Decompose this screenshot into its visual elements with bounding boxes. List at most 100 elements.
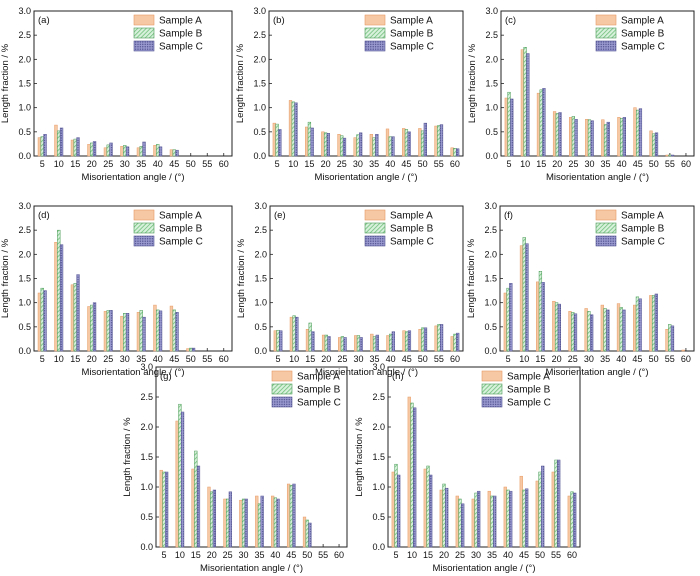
- bar-sample-a: [337, 134, 341, 157]
- bar-sample-c: [125, 146, 130, 157]
- bar-sample-b: [307, 121, 312, 157]
- bar-sample-b: [305, 519, 309, 548]
- bar-sample-c: [342, 137, 347, 157]
- legend-swatch-sample-a: [595, 209, 617, 221]
- bar-sample-a: [255, 495, 259, 548]
- bar-sample-a: [37, 137, 42, 157]
- y-tick-label: 2.0: [253, 54, 266, 64]
- bar-sample-b: [587, 311, 591, 352]
- bar-sample-b: [389, 333, 393, 352]
- x-tick-label: 25: [103, 354, 113, 364]
- x-tick-label: 10: [288, 159, 298, 169]
- x-tick-label: 20: [321, 159, 331, 169]
- bar-sample-b: [404, 129, 409, 157]
- bar-sample-a: [186, 348, 190, 352]
- bar-sample-c: [439, 324, 444, 352]
- bar-sample-b: [57, 229, 61, 352]
- legend-label: Sample A: [390, 16, 433, 27]
- legend-swatch-sample-a: [481, 370, 503, 382]
- bar-sample-a: [273, 330, 277, 352]
- x-tick-label: 25: [337, 354, 347, 364]
- x-tick-label: 35: [600, 354, 610, 364]
- x-tick-label: 5: [507, 159, 512, 169]
- x-tick-label: 25: [455, 550, 465, 560]
- bar-sample-a: [584, 308, 588, 352]
- bar-sample-c: [573, 492, 577, 548]
- y-tick-label: 0.0: [485, 151, 498, 161]
- x-tick-label: 45: [169, 354, 179, 364]
- bar-sample-c: [59, 127, 64, 157]
- bar-sample-a: [136, 312, 141, 352]
- bar-sample-b: [555, 113, 559, 157]
- bar-sample-b: [405, 331, 409, 352]
- bar-sample-c: [525, 488, 529, 548]
- x-tick-label: 40: [385, 159, 395, 169]
- y-axis-title: Length fraction / %: [0, 238, 11, 318]
- bar-sample-b: [194, 450, 198, 548]
- bar-sample-a: [535, 480, 539, 548]
- x-tick-label: 15: [70, 354, 80, 364]
- panel-letter: (f): [504, 210, 513, 221]
- bar-sample-b: [106, 310, 110, 352]
- y-tick-label: 3.0: [254, 201, 267, 211]
- bar-sample-a: [302, 516, 307, 548]
- bar-sample-a: [191, 468, 195, 548]
- y-tick-label: 0.0: [140, 542, 153, 552]
- y-tick-label: 1.5: [253, 79, 266, 89]
- x-tick-label: 20: [87, 159, 97, 169]
- legend-label: Sample C: [159, 237, 203, 248]
- x-tick-label: 20: [552, 354, 562, 364]
- panel-letter: (e): [274, 210, 286, 221]
- bar-sample-c: [590, 314, 594, 352]
- bar-sample-a: [600, 304, 604, 352]
- legend-label: Sample C: [507, 398, 551, 409]
- chart-panel: 0.0 0.5 1.0 1.5 2.0 2.5 3.0 5 10 15 20 25 30 35 40 45 50…: [236, 201, 464, 378]
- x-tick-label: 10: [519, 354, 529, 364]
- y-tick-label: 2.5: [140, 392, 153, 402]
- bar-sample-c: [391, 136, 395, 157]
- y-tick-label: 2.5: [484, 225, 497, 235]
- bar-sample-a: [551, 471, 555, 548]
- x-tick-label: 15: [305, 354, 315, 364]
- x-tick-label: 25: [568, 159, 578, 169]
- bar-sample-b: [178, 403, 182, 548]
- y-tick-label: 0.5: [140, 512, 153, 522]
- y-tick-label: 1.0: [140, 482, 153, 492]
- y-tick-label: 2.0: [140, 422, 153, 432]
- bar-sample-a: [321, 131, 325, 157]
- y-tick-label: 2.5: [254, 225, 267, 235]
- bar-sample-b: [668, 154, 672, 157]
- x-tick-label: 60: [219, 354, 229, 364]
- bar-sample-b: [372, 336, 377, 352]
- bar-sample-b: [372, 137, 376, 157]
- bar-sample-c: [326, 133, 330, 157]
- x-tick-label: 20: [552, 159, 562, 169]
- y-tick-label: 0.5: [485, 127, 498, 137]
- bar-sample-b: [139, 310, 143, 352]
- bar-sample-a: [70, 139, 75, 157]
- x-tick-label: 45: [633, 159, 643, 169]
- y-tick-label: 3.0: [253, 6, 266, 16]
- x-tick-label: 55: [318, 550, 328, 560]
- bar-sample-a: [305, 329, 310, 352]
- bar-sample-a: [402, 128, 406, 157]
- y-axis-title: Length fraction / %: [122, 417, 133, 497]
- bar-sample-b: [388, 136, 392, 157]
- y-tick-label: 1.5: [484, 274, 497, 284]
- legend-swatch-sample-b: [133, 27, 155, 39]
- x-tick-label: 60: [567, 550, 577, 560]
- bar-sample-a: [455, 495, 459, 548]
- legend-label: Sample B: [507, 385, 551, 396]
- bar-sample-c: [276, 498, 280, 548]
- y-tick-label: 0.0: [18, 151, 31, 161]
- bar-sample-c: [180, 411, 185, 548]
- x-tick-label: 30: [471, 550, 481, 560]
- bar-sample-a: [120, 146, 124, 157]
- bar-sample-c: [413, 407, 417, 548]
- y-tick-label: 1.5: [372, 452, 385, 462]
- x-tick-label: 10: [175, 550, 185, 560]
- chart-panel: 0.0 0.5 1.0 1.5 2.0 2.5 3.0 5 10 15 20 25 30 35 40 45 50…: [122, 362, 348, 574]
- x-tick-label: 45: [519, 550, 529, 560]
- y-tick-label: 0.0: [253, 151, 266, 161]
- bar-sample-c: [670, 154, 675, 157]
